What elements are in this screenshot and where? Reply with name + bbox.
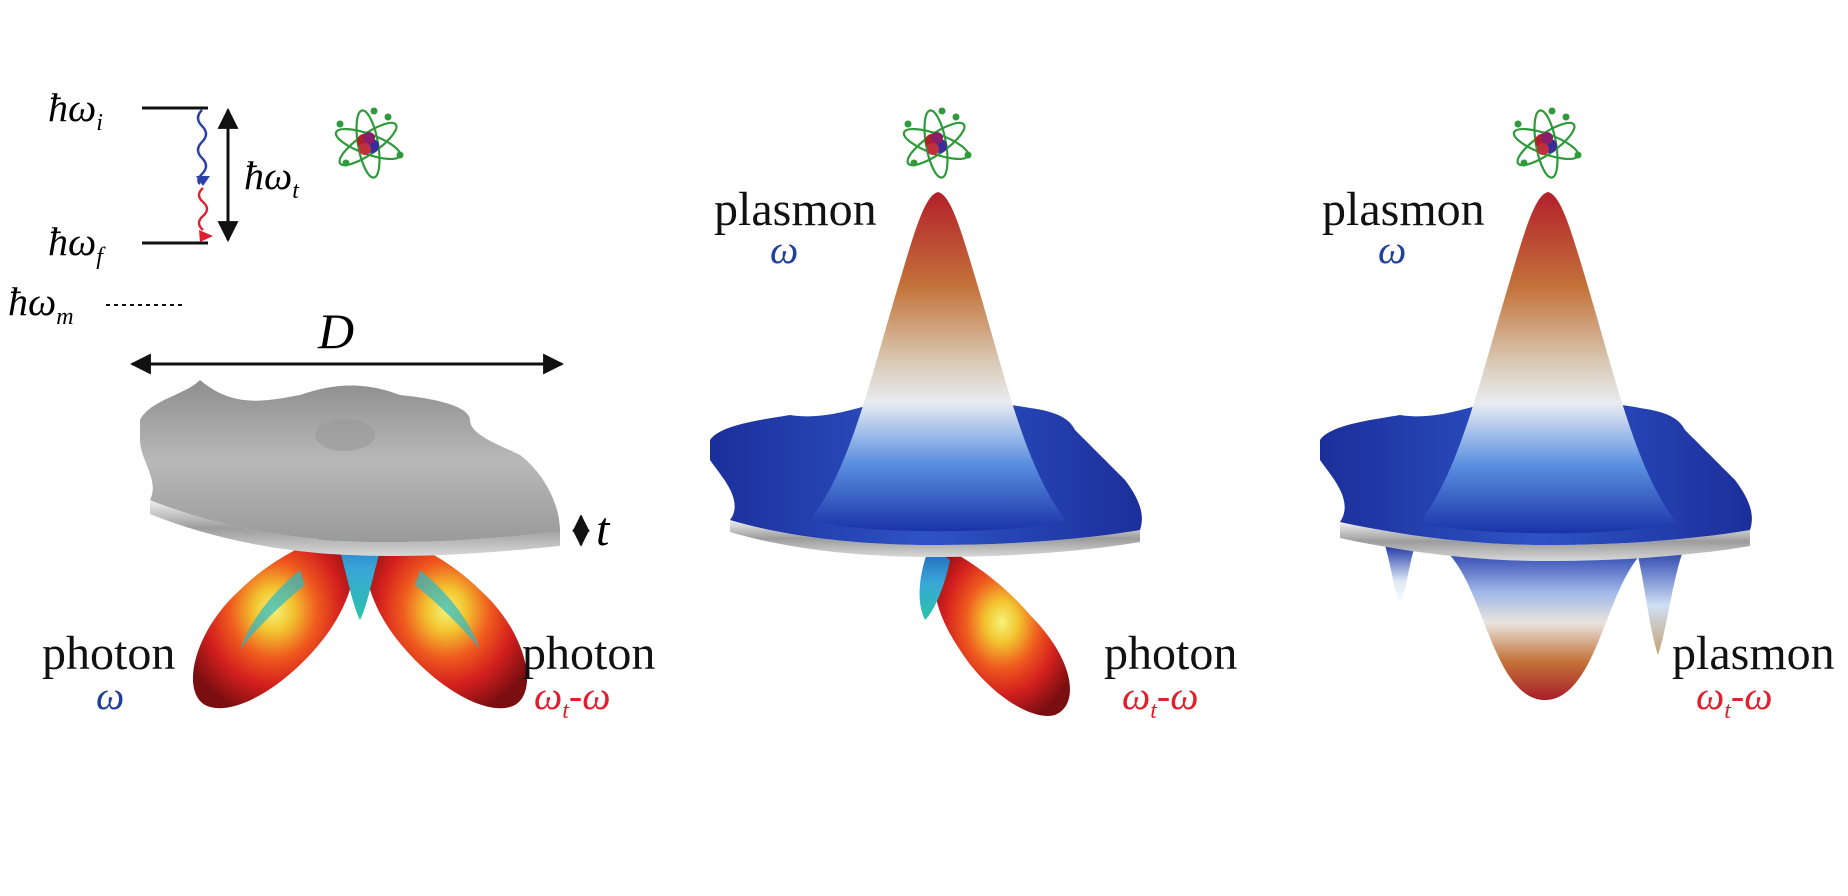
plasmon-peak-panel-3 — [1420, 192, 1676, 534]
panel-2-right-freq: ωt-ω — [1122, 673, 1199, 724]
energy-initial-label: ħωi — [48, 85, 103, 136]
panel-3-plasmon-plasmon — [1320, 192, 1752, 700]
panel-3-right-freq-base: ω — [1696, 673, 1725, 718]
panel-1-right-freq: ωt-ω — [534, 673, 611, 724]
plasmon-spike-right-panel-3 — [1635, 545, 1685, 655]
panel-3-top-freq: ω — [1378, 227, 1407, 272]
panel-2-plasmon-photon — [710, 192, 1142, 716]
energy-final-sub: f — [96, 244, 103, 270]
emission-wave-blue — [196, 109, 208, 185]
energy-intermediate-sub: m — [56, 304, 74, 330]
panel-2-right-freq-base: ω — [1122, 673, 1151, 718]
photon-lobe-panel-2 — [919, 545, 1070, 716]
emission-arrow-red — [199, 230, 213, 242]
atom-icon-panel-1 — [331, 106, 405, 181]
disk-edge — [150, 500, 560, 557]
plasmon-spike-left-panel-3 — [1385, 545, 1415, 605]
energy-transition-label: ħωt — [244, 153, 299, 204]
disk-top — [140, 380, 560, 543]
panel-3-right-freq-rest: -ω — [1730, 673, 1773, 718]
plasmon-disk-edge-panel-2 — [730, 520, 1140, 557]
photon-lobe-right — [365, 530, 528, 709]
panel-1-left-word: photon — [42, 627, 176, 680]
energy-initial-sub: i — [96, 110, 103, 136]
plasmon-peak-panel-2 — [810, 192, 1066, 532]
panel-2-right-freq-rest: -ω — [1156, 673, 1199, 718]
disk-center-spot — [315, 419, 375, 451]
panel-1-disk-photon-photon — [140, 380, 590, 709]
atom-icon-panel-2 — [899, 106, 973, 181]
panel-2-top-freq: ω — [770, 227, 799, 272]
plasmon-dip-panel-3 — [1440, 545, 1650, 700]
panel-3-right-freq: ωt-ω — [1696, 673, 1773, 724]
panel-3-right-word: plasmon — [1672, 627, 1835, 680]
energy-intermediate-base: ħω — [8, 279, 57, 324]
thickness-label: t — [596, 503, 610, 556]
energy-intermediate-label: ħωm — [8, 279, 74, 330]
diameter-label: D — [318, 303, 355, 359]
energy-transition-base: ħω — [244, 153, 293, 198]
energy-final-label: ħωf — [48, 219, 103, 270]
panel-1-right-word: photon — [522, 627, 656, 680]
atom-icon-panel-3 — [1509, 106, 1583, 181]
panel-2-top-word: plasmon — [714, 183, 877, 236]
energy-transition-sub: t — [292, 178, 299, 204]
emission-wave-red — [197, 187, 209, 231]
panel-3-top-word: plasmon — [1322, 183, 1485, 236]
panel-3-right-freq-sub: t — [1724, 698, 1731, 724]
panel-1-right-freq-rest: -ω — [568, 673, 611, 718]
panel-2-right-word: photon — [1104, 627, 1238, 680]
panel-2-right-freq-sub: t — [1150, 698, 1157, 724]
energy-level-diagram — [106, 106, 239, 306]
energy-final-base: ħω — [48, 219, 97, 264]
emission-arrow-blue — [196, 176, 210, 186]
energy-initial-base: ħω — [48, 85, 97, 130]
panel-1-right-freq-base: ω — [534, 673, 563, 718]
plasmon-disk-edge-panel-3 — [1340, 522, 1750, 561]
panel-1-right-freq-sub: t — [562, 698, 569, 724]
photon-lobe-left — [192, 530, 355, 709]
panel-1-left-freq: ω — [96, 673, 125, 718]
